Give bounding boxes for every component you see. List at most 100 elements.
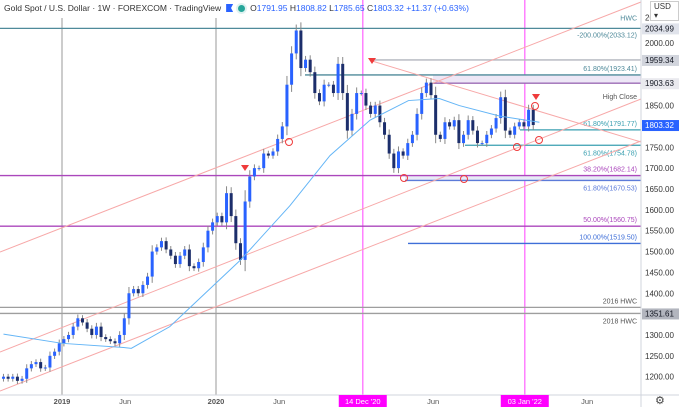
time-tick-label: 03 Jan '22 <box>508 397 542 406</box>
time-axis[interactable]: 2019 Jun 2020 Jun 14 Dec '20 Jun 03 Jan '22 Jun <box>0 394 679 407</box>
candle-body <box>108 339 112 342</box>
candle-body <box>262 153 266 169</box>
candle-body <box>225 193 229 223</box>
channel-line-middle[interactable] <box>0 98 642 353</box>
price-tick-label: 1300.00 <box>645 331 674 340</box>
candle-body <box>62 339 66 344</box>
status-dot-icon <box>238 4 246 12</box>
candle-body <box>197 261 201 269</box>
candle-body <box>183 249 187 256</box>
date-badge <box>500 395 549 407</box>
price-badge <box>642 120 679 132</box>
grid <box>61 0 526 395</box>
candle-body <box>364 93 368 106</box>
candle-body <box>387 134 391 154</box>
pivot-circle <box>513 143 521 151</box>
price-tick-label: 1550.00 <box>645 227 674 236</box>
candle-body <box>159 241 163 248</box>
candle-body <box>113 341 117 344</box>
candle-body <box>527 109 531 127</box>
level-label: High Close <box>603 94 637 101</box>
candle-body <box>336 63 340 94</box>
annotations <box>241 58 543 183</box>
price-tick-label: 1250.00 <box>645 352 674 361</box>
flag-icon[interactable] <box>226 4 234 12</box>
candle-body <box>280 126 284 139</box>
candle-body <box>513 126 517 135</box>
price-axis[interactable]: 2050.002000.001850.001750.001700.001650.… <box>640 0 679 407</box>
candle-body <box>443 122 447 139</box>
candle-body <box>169 249 173 256</box>
price-tick-label: 1700.00 <box>645 164 674 173</box>
candle-body <box>178 255 182 265</box>
candle-body <box>494 118 498 129</box>
candle-body <box>57 343 61 352</box>
price-badge <box>642 78 679 90</box>
candle-body <box>373 105 377 114</box>
settings-gear-icon[interactable]: ⚙ <box>655 395 665 407</box>
candle-body <box>1 376 5 379</box>
candle-body <box>317 93 321 102</box>
candle-body <box>415 113 419 135</box>
candle-body <box>327 84 331 86</box>
candle-body <box>429 82 433 96</box>
candle-body <box>485 134 489 144</box>
candle-body <box>67 334 71 340</box>
candle-body <box>522 122 526 127</box>
level-label: 61.80%(1754.78) <box>583 150 637 157</box>
price-badge-label: 2034.99 <box>645 24 674 33</box>
candle-body <box>462 134 466 144</box>
candle-body <box>104 337 108 340</box>
channel-line-lower[interactable] <box>0 140 642 392</box>
price-tick-label: 1750.00 <box>645 143 674 152</box>
candle-body <box>211 222 215 231</box>
price-tick-label: 1650.00 <box>645 185 674 194</box>
price-tick-label: 1500.00 <box>645 248 674 257</box>
candle-body <box>406 143 410 156</box>
price-badge-label: 1959.34 <box>645 56 674 65</box>
price-tick-label: 1850.00 <box>645 102 674 111</box>
pivot-circle <box>460 175 468 183</box>
low-value: 1785.65 <box>333 3 365 13</box>
change-value: +11.37 (+0.63%) <box>406 3 469 13</box>
currency-selector[interactable]: USD ▾ <box>650 1 679 21</box>
candle-body <box>192 266 196 269</box>
candle-body <box>11 376 15 379</box>
support-zone <box>405 175 641 181</box>
time-tick-label: Jun <box>273 397 285 406</box>
candle-body <box>266 153 270 156</box>
candle-body <box>285 84 289 127</box>
time-tick-label: Jun <box>427 397 439 406</box>
candle-body <box>248 176 252 202</box>
price-badge <box>642 54 679 66</box>
time-tick-label: Jun <box>581 397 593 406</box>
candle-body <box>508 130 512 135</box>
candle-body <box>401 151 405 156</box>
candle-body <box>396 151 400 169</box>
pivot-circle <box>400 174 408 182</box>
candle-body <box>15 376 19 381</box>
candle-body <box>94 326 98 335</box>
candle-body <box>150 251 154 277</box>
price-tick-label: 1600.00 <box>645 206 674 215</box>
candle-body <box>271 151 275 156</box>
candle-body <box>53 351 57 356</box>
time-tick-label: 2020 <box>208 397 225 406</box>
candle-body <box>220 216 224 223</box>
candle-body <box>252 168 256 177</box>
price-badge <box>642 23 679 35</box>
candle-body <box>173 255 177 265</box>
price-badge-label: 1803.32 <box>645 121 674 130</box>
candle-body <box>434 95 438 135</box>
down-arrow-icon <box>368 58 376 64</box>
channel-line-upper[interactable] <box>0 1 642 253</box>
candle-body <box>313 72 317 94</box>
candle-body <box>531 109 535 126</box>
candle-body <box>392 153 396 169</box>
price-badge-label: 1903.63 <box>645 79 674 88</box>
candle-body <box>378 105 382 123</box>
candle-body <box>234 216 238 244</box>
candle-body <box>475 130 479 144</box>
price-tick-label: 1200.00 <box>645 373 674 382</box>
